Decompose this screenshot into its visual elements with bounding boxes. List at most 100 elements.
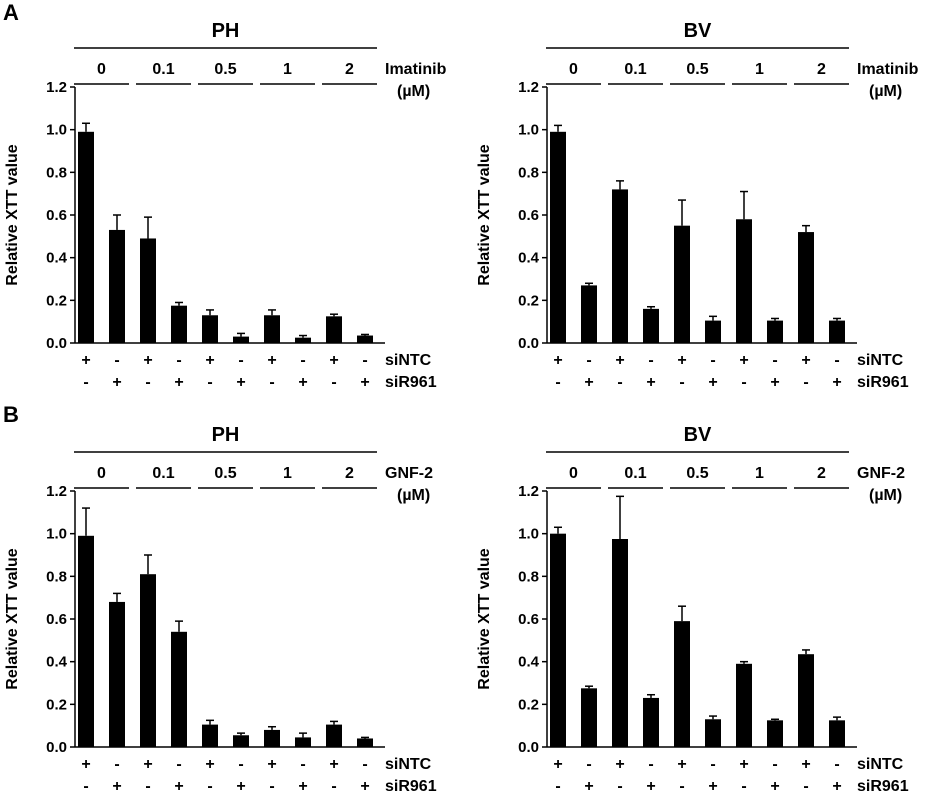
chart-3-bar xyxy=(202,724,218,747)
chart-3-concentration-label: 0.1 xyxy=(152,465,174,482)
chart-2-sign: + xyxy=(832,374,841,391)
chart-3-sign: + xyxy=(236,778,245,795)
chart-3-bar xyxy=(140,574,156,747)
chart-1-sign: + xyxy=(81,352,90,369)
chart-4-bar xyxy=(581,688,597,747)
chart-4-bar xyxy=(705,719,721,747)
chart-1-sign: + xyxy=(298,374,307,391)
chart-1-bar xyxy=(171,305,187,343)
chart-3-bar xyxy=(295,737,311,747)
chart-2-y-tick-label: 0.0 xyxy=(518,335,539,352)
chart-4-bar xyxy=(550,533,566,747)
chart-3-sign: - xyxy=(238,756,243,773)
chart-2-bar xyxy=(643,308,659,343)
chart-1-y-tick-label: 0.2 xyxy=(46,292,67,309)
chart-3-sign: + xyxy=(360,778,369,795)
chart-1-bar xyxy=(295,337,311,343)
chart-4-sign: - xyxy=(741,778,746,795)
chart-4-sign: + xyxy=(801,756,810,773)
chart-1-bar xyxy=(326,316,342,343)
chart-3-bar xyxy=(171,631,187,747)
chart-3-y-tick-label: 0.2 xyxy=(46,696,67,713)
chart-2-treatment-unit: (µM) xyxy=(869,83,902,100)
chart-2-sign: + xyxy=(708,374,717,391)
chart-4-bar xyxy=(767,720,783,747)
chart-1-concentration-label: 1 xyxy=(283,61,292,78)
chart-3-sign: + xyxy=(329,756,338,773)
chart-3-treatment-label: GNF-2 xyxy=(385,465,433,482)
chart-1-y-tick-label: 0.4 xyxy=(46,250,68,267)
chart-3-y-tick-label: 0.6 xyxy=(46,611,67,628)
chart-4-sign: - xyxy=(617,778,622,795)
chart-2-concentration-label: 1 xyxy=(755,61,764,78)
chart-4-sign: - xyxy=(803,778,808,795)
chart-2-sign: + xyxy=(553,352,562,369)
chart-2-row-label: siR961 xyxy=(857,374,909,391)
chart-1-sign: + xyxy=(267,352,276,369)
chart-2-concentration-label: 0.1 xyxy=(624,61,646,78)
chart-1-concentration-label: 0.1 xyxy=(152,61,174,78)
chart-1-bar xyxy=(140,238,156,343)
chart-2-sign: - xyxy=(834,352,839,369)
chart-3-bar xyxy=(326,724,342,747)
chart-2-sign: + xyxy=(615,352,624,369)
chart-4-bar xyxy=(798,654,814,747)
chart-4-y-tick-label: 0.8 xyxy=(518,568,539,585)
chart-1-y-tick-label: 1.2 xyxy=(46,79,67,96)
chart-1-bar xyxy=(233,336,249,343)
chart-4-treatment-label: GNF-2 xyxy=(857,465,905,482)
chart-3-bar xyxy=(109,601,125,747)
chart-2-y-tick-label: 0.8 xyxy=(518,164,539,181)
chart-4-concentration-label: 0.5 xyxy=(686,465,708,482)
chart-2-sign: - xyxy=(617,374,622,391)
chart-2-sign: - xyxy=(710,352,715,369)
chart-4-sign: - xyxy=(834,756,839,773)
chart-2-sign: + xyxy=(646,374,655,391)
chart-2-y-tick-label: 0.2 xyxy=(518,292,539,309)
chart-2-y-tick-label: 1.2 xyxy=(518,79,539,96)
chart-1-sign: - xyxy=(300,352,305,369)
chart-3-sign: - xyxy=(176,756,181,773)
chart-1-row-label: siNTC xyxy=(385,352,432,369)
chart-4-sign: + xyxy=(677,756,686,773)
chart-3-bar xyxy=(357,738,373,747)
chart-1-sign: + xyxy=(112,374,121,391)
chart-2-sign: - xyxy=(803,374,808,391)
chart-4-sign: - xyxy=(679,778,684,795)
chart-4-sign: - xyxy=(555,778,560,795)
chart-4-sign: - xyxy=(772,756,777,773)
chart-3-sign: + xyxy=(298,778,307,795)
chart-1-title: PH xyxy=(212,20,240,42)
chart-2-bar xyxy=(767,320,783,343)
chart-2-bar xyxy=(674,225,690,343)
chart-2-bar xyxy=(581,285,597,343)
chart-3-y-tick-label: 0.4 xyxy=(46,654,68,671)
chart-3-bar xyxy=(78,535,94,747)
chart-4-y-tick-label: 0.4 xyxy=(518,654,540,671)
chart-2-title: BV xyxy=(684,20,712,42)
chart-1-sign: - xyxy=(114,352,119,369)
chart-4-row-label: siR961 xyxy=(857,778,909,795)
chart-4-sign: + xyxy=(615,756,624,773)
chart-2-concentration-label: 0 xyxy=(569,61,578,78)
chart-2-y-tick-label: 0.4 xyxy=(518,250,540,267)
chart-4-bar xyxy=(612,539,628,747)
chart-2-sign: - xyxy=(741,374,746,391)
chart-1-bar xyxy=(357,335,373,343)
chart-3-treatment-unit: (µM) xyxy=(397,487,430,504)
chart-1-sign: + xyxy=(360,374,369,391)
chart-2-sign: - xyxy=(772,352,777,369)
chart-3-y-axis-label: Relative XTT value xyxy=(4,548,21,689)
chart-2-concentration-label: 2 xyxy=(817,61,826,78)
chart-4-sign: + xyxy=(708,778,717,795)
chart-3-sign: - xyxy=(269,778,274,795)
chart-3-sign: + xyxy=(205,756,214,773)
chart-1-y-tick-label: 0.6 xyxy=(46,207,67,224)
chart-2-sign: + xyxy=(584,374,593,391)
chart-3-bar xyxy=(233,735,249,747)
chart-2-bar xyxy=(829,320,845,343)
chart-4-bar xyxy=(643,697,659,747)
chart-1-sign: - xyxy=(83,374,88,391)
chart-4-concentration-label: 0 xyxy=(569,465,578,482)
